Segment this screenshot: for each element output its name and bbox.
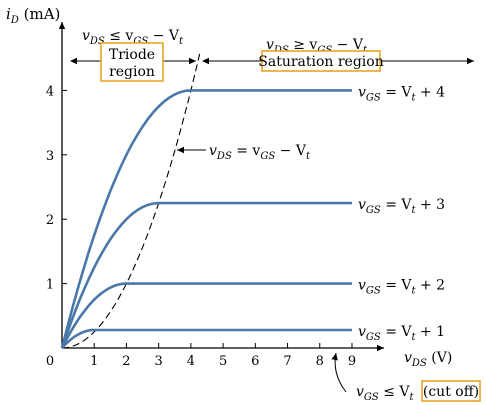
- triode-region-text: Triode: [109, 47, 155, 63]
- x-tick-label: 2: [122, 354, 130, 369]
- boundary-label: vDS = vGS − Vt: [209, 143, 311, 162]
- curve-label-vgs-plus-2: vGS = Vt + 2: [358, 278, 445, 297]
- triode-condition-label: vDS ≤ vGS − Vt: [82, 28, 184, 47]
- cutoff-box-text: (cut off): [423, 384, 479, 400]
- curve-label-vgs-plus-1: vGS = Vt + 1: [358, 324, 445, 343]
- x-tick-label: 8: [316, 354, 324, 369]
- x-tick-label: 1: [90, 354, 98, 369]
- x-tick-label: 3: [155, 354, 163, 369]
- cutoff-arrow: [331, 352, 347, 393]
- cutoff-label: vGS ≤ Vt: [356, 384, 415, 403]
- y-tick-label: 3: [46, 149, 54, 164]
- y-tick-label: 1: [46, 278, 54, 293]
- x-tick-label: 7: [283, 354, 291, 369]
- cutoff-box: [421, 380, 481, 402]
- x-tick-label: 0: [46, 354, 54, 369]
- saturation-region-text: Saturation region: [258, 54, 383, 70]
- x-tick-label: 4: [187, 354, 195, 369]
- curve-label-vgs-plus-3: vGS = Vt + 3: [358, 197, 445, 216]
- triode-region-text-2: region: [109, 64, 155, 80]
- curve-label-vgs-plus-4: vGS = Vt + 4: [358, 84, 445, 103]
- curve-vgs-plus-4: [60, 89, 352, 349]
- x-axis-label: vDS (V): [404, 350, 452, 369]
- x-tick-label: 6: [251, 354, 259, 369]
- curve-vgs-plus-3: [60, 201, 352, 349]
- curve-vgs-plus-1: [61, 328, 352, 349]
- curve-vgs-plus-2: [60, 282, 352, 349]
- saturation-region-box: [261, 50, 381, 72]
- y-tick-label: 2: [46, 213, 54, 228]
- y-axis-label: iD (mA): [6, 5, 60, 26]
- triode-region-box: [100, 42, 164, 82]
- saturation-boundary-curve: [61, 50, 202, 349]
- x-tick-label: 5: [219, 354, 227, 369]
- y-tick-label: 4: [46, 84, 54, 99]
- x-tick-label: 9: [348, 354, 356, 369]
